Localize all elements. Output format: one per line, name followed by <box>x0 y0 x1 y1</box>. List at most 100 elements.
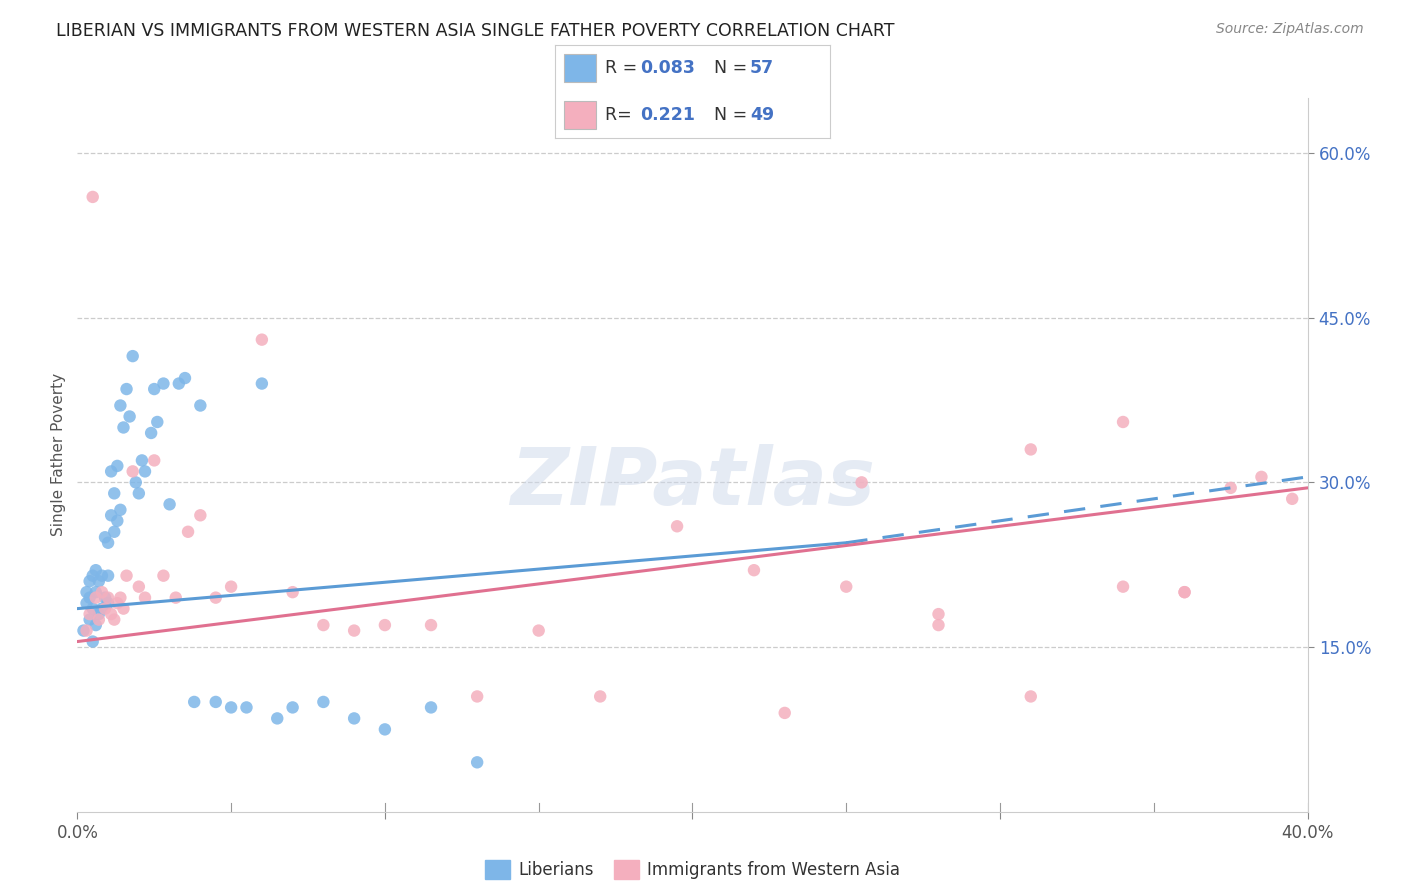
Point <box>90 601 114 615</box>
Point <box>527 624 550 638</box>
Point <box>465 690 488 704</box>
Point <box>110 399 132 413</box>
Point <box>177 524 200 539</box>
Point <box>343 624 366 638</box>
Point <box>250 376 273 391</box>
Point <box>84 585 107 599</box>
Point <box>146 415 169 429</box>
Point <box>103 486 125 500</box>
Point <box>465 756 488 770</box>
Point <box>115 382 138 396</box>
Point <box>105 596 128 610</box>
Point <box>79 574 101 589</box>
Point <box>82 601 104 615</box>
Point <box>143 453 166 467</box>
Text: R=: R= <box>605 106 643 124</box>
Point <box>128 580 150 594</box>
Point <box>97 535 120 549</box>
Text: 0.221: 0.221 <box>640 106 696 124</box>
Point <box>159 497 181 511</box>
Point <box>134 464 156 478</box>
Point <box>121 464 143 478</box>
Point <box>76 596 98 610</box>
Point <box>141 425 163 440</box>
Point <box>84 591 107 605</box>
Point <box>94 530 117 544</box>
Point <box>742 563 765 577</box>
Text: LIBERIAN VS IMMIGRANTS FROM WESTERN ASIA SINGLE FATHER POVERTY CORRELATION CHART: LIBERIAN VS IMMIGRANTS FROM WESTERN ASIA… <box>56 22 894 40</box>
Point <box>1019 442 1042 457</box>
Point <box>82 634 104 648</box>
Point <box>76 624 98 638</box>
Point <box>100 464 122 478</box>
Point <box>84 563 107 577</box>
Point <box>128 486 150 500</box>
Point <box>188 399 212 413</box>
Point <box>87 613 110 627</box>
Point <box>82 190 104 204</box>
Point <box>343 711 366 725</box>
Point <box>87 574 110 589</box>
Point <box>100 607 122 621</box>
Point <box>84 618 107 632</box>
Point <box>219 580 242 594</box>
Point <box>134 591 156 605</box>
Point <box>97 591 120 605</box>
Point <box>90 568 114 582</box>
Point <box>87 607 110 621</box>
Point <box>76 585 98 599</box>
Point <box>90 585 114 599</box>
Point <box>219 700 242 714</box>
Point <box>118 409 141 424</box>
Text: R =: R = <box>605 59 643 77</box>
Point <box>105 514 128 528</box>
Point <box>152 376 174 391</box>
Point <box>82 568 104 582</box>
Point <box>266 711 288 725</box>
Point <box>97 596 120 610</box>
Text: Source: ZipAtlas.com: Source: ZipAtlas.com <box>1216 22 1364 37</box>
Text: N =: N = <box>714 59 754 77</box>
Text: 0.083: 0.083 <box>640 59 695 77</box>
Point <box>374 618 396 632</box>
Point <box>143 382 166 396</box>
Point <box>112 420 135 434</box>
Point <box>1219 481 1241 495</box>
Point <box>121 349 143 363</box>
Text: ZIPatlas: ZIPatlas <box>510 444 875 523</box>
Point <box>204 695 226 709</box>
Point <box>281 700 304 714</box>
Y-axis label: Single Father Poverty: Single Father Poverty <box>51 374 66 536</box>
Point <box>125 475 148 490</box>
Point <box>79 607 101 621</box>
Point <box>183 695 205 709</box>
Point <box>79 613 101 627</box>
Point <box>188 508 212 523</box>
Text: 49: 49 <box>749 106 775 124</box>
Point <box>835 580 858 594</box>
Point <box>103 524 125 539</box>
Point <box>312 695 335 709</box>
Point <box>1281 491 1303 506</box>
Point <box>928 618 950 632</box>
Point <box>94 601 117 615</box>
Point <box>1174 585 1197 599</box>
Point <box>851 475 873 490</box>
Point <box>1250 470 1272 484</box>
Point <box>112 601 135 615</box>
Point <box>1174 585 1197 599</box>
Point <box>420 700 443 714</box>
Point <box>167 376 190 391</box>
Point <box>115 568 138 582</box>
Point <box>281 585 304 599</box>
Point <box>94 591 117 605</box>
Point <box>250 333 273 347</box>
Point <box>105 458 128 473</box>
Point <box>1112 415 1135 429</box>
Point <box>666 519 689 533</box>
Legend: Liberians, Immigrants from Western Asia: Liberians, Immigrants from Western Asia <box>478 853 907 886</box>
Point <box>110 503 132 517</box>
Point <box>420 618 443 632</box>
Point <box>152 568 174 582</box>
Point <box>374 723 396 737</box>
